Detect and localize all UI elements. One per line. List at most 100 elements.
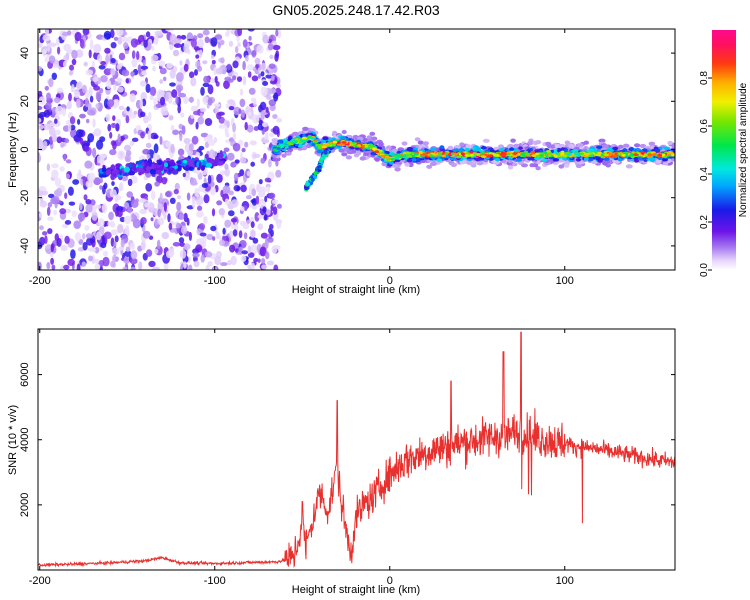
noise-blob: [92, 76, 99, 83]
track-halo: [401, 141, 408, 146]
noise-blob: [125, 115, 130, 124]
noise-blob: [77, 212, 86, 222]
noise-blob: [260, 157, 266, 164]
noise-blob: [123, 215, 132, 225]
noise-blob: [262, 81, 269, 86]
noise-blob: [192, 252, 200, 258]
noise-blob: [204, 118, 213, 126]
noise-blob: [86, 118, 90, 124]
noise-blob: [159, 136, 163, 145]
track-band: [654, 148, 661, 153]
noise-blob: [257, 214, 265, 219]
noise-blob: [95, 204, 102, 209]
noise-blob: [68, 201, 76, 206]
noise-blob: [142, 230, 151, 239]
track-core: [406, 154, 413, 158]
track-halo: [393, 164, 401, 169]
noise-blob: [264, 195, 268, 203]
noise-blob: [271, 199, 279, 205]
noise-blob: [47, 202, 53, 208]
noise-blob: [246, 170, 251, 177]
noise-blob: [82, 241, 88, 251]
track-core: [291, 139, 297, 142]
track-band: [458, 148, 464, 153]
track-core: [456, 155, 462, 159]
track-halo: [417, 140, 424, 145]
noise-blob: [165, 250, 174, 259]
track-band: [406, 158, 413, 163]
noise-blob: [126, 106, 130, 112]
noise-blob: [165, 29, 174, 32]
track-halo: [510, 138, 516, 143]
noise-blob: [99, 185, 103, 190]
noise-blob: [56, 187, 62, 197]
track-halo: [355, 151, 361, 156]
noise-blob: [43, 123, 51, 131]
track-halo: [623, 143, 630, 148]
noise-blob: [172, 49, 180, 57]
noise-blob: [148, 260, 156, 268]
noise-blob: [227, 99, 235, 104]
noise-blob: [259, 101, 267, 111]
track-band: [588, 148, 594, 153]
noise-blob: [50, 257, 54, 265]
noise-blob: [188, 264, 193, 270]
noise-blob: [82, 176, 86, 186]
noise-blob: [38, 42, 43, 48]
track-halo: [465, 144, 472, 149]
track-core: [530, 150, 536, 154]
noise-blob: [124, 50, 129, 55]
noise-blob: [252, 237, 259, 244]
noise-blob: [232, 229, 238, 237]
noise-blob: [120, 239, 125, 248]
noise-blob: [199, 232, 207, 237]
noise-blob: [227, 78, 234, 83]
noise-blob: [73, 220, 81, 229]
track-band: [439, 145, 445, 149]
track-core: [661, 153, 666, 157]
noise-blob: [109, 189, 117, 198]
noise-blob: [113, 84, 117, 91]
noise-blob: [203, 216, 208, 224]
noise-blob: [169, 82, 176, 87]
noise-blob: [50, 243, 54, 253]
track-halo: [521, 163, 528, 168]
noise-blob: [131, 58, 138, 68]
track-halo: [634, 143, 641, 148]
track-halo: [576, 143, 584, 148]
noise-blob: [248, 187, 252, 197]
noise-blob: [223, 80, 230, 89]
track-core: [300, 139, 305, 143]
noise-blob: [82, 84, 87, 94]
noise-blob: [183, 137, 191, 145]
noise-blob: [195, 169, 200, 175]
noise-blob: [232, 60, 239, 69]
noise-blob: [99, 177, 103, 184]
noise-blob: [94, 263, 101, 270]
track-halo: [527, 140, 534, 146]
track-halo: [338, 148, 345, 153]
noise-blob: [51, 133, 58, 143]
noise-blob: [216, 173, 223, 183]
noise-blob: [199, 112, 204, 118]
noise-blob: [133, 110, 138, 115]
noise-blob: [154, 248, 159, 254]
noise-blob: [247, 252, 255, 258]
ridge-blob: [119, 170, 123, 176]
noise-blob: [42, 231, 48, 236]
noise-blob: [276, 221, 282, 229]
ridge-blob: [112, 173, 117, 177]
noise-blob: [162, 140, 167, 147]
track-band: [612, 146, 619, 151]
track-core: [521, 152, 526, 156]
noise-blob: [85, 233, 93, 239]
track-halo: [535, 166, 541, 171]
track-halo: [292, 131, 299, 136]
noise-blob: [237, 42, 241, 47]
noise-blob: [68, 70, 73, 76]
track-core: [286, 141, 291, 145]
noise-blob: [194, 69, 198, 76]
noise-blob: [143, 39, 148, 48]
noise-blob: [195, 54, 200, 59]
noise-blob: [160, 96, 166, 106]
